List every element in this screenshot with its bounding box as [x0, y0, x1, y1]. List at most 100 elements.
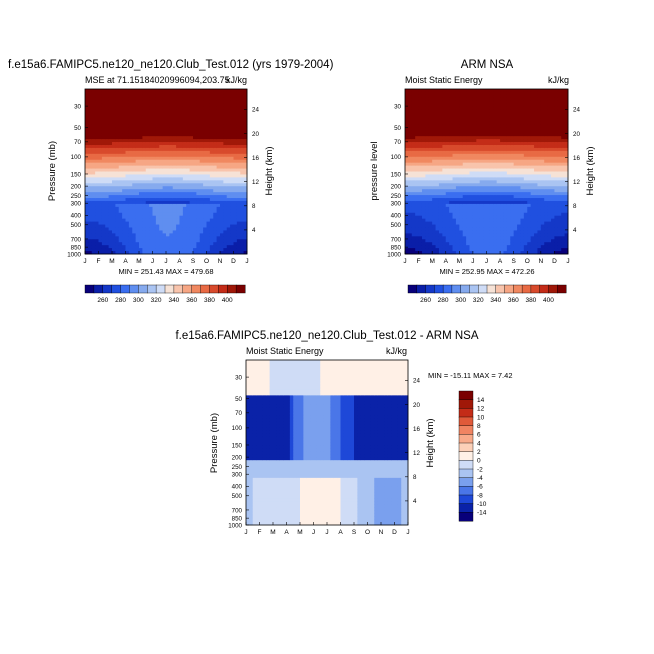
heatmap-cell [220, 198, 224, 202]
heatmap-cell [101, 186, 106, 190]
heatmap-cell [166, 109, 170, 113]
heatmap-cell [472, 150, 477, 155]
heatmap-cell [128, 236, 133, 240]
heatmap-cell [472, 183, 477, 187]
heatmap-cell [405, 245, 409, 249]
heatmap-cell [517, 183, 521, 187]
heatmap-cell [452, 142, 457, 146]
heatmap-cell [112, 200, 116, 205]
heatmap-cell [118, 97, 123, 102]
heatmap-cell [455, 174, 460, 178]
heatmap-cell [118, 245, 123, 249]
heatmap-cell [125, 144, 130, 149]
heatmap-cell [469, 94, 474, 99]
heatmap-cell [233, 159, 238, 164]
heatmap-cell [496, 159, 501, 164]
heatmap-cell [125, 215, 130, 220]
heatmap-cell [233, 212, 238, 217]
heatmap-cell [159, 124, 164, 128]
heatmap-cell [486, 215, 491, 220]
heatmap-cell [182, 106, 187, 111]
heatmap-cell [85, 251, 89, 255]
heatmap-cell [108, 200, 113, 205]
heatmap-cell [233, 156, 238, 161]
heatmap-cell [523, 206, 528, 211]
heatmap-cell [449, 215, 453, 220]
heatmap-cell [179, 150, 184, 155]
heatmap-cell [132, 248, 137, 252]
heatmap-cell [206, 130, 211, 134]
heatmap-cell [243, 200, 248, 205]
heatmap-cell [425, 212, 430, 217]
heatmap-cell [425, 195, 430, 199]
heatmap-cell [149, 100, 153, 105]
heatmap-cell [530, 233, 535, 237]
heatmap-cell [108, 168, 113, 172]
heatmap-cell [236, 192, 241, 196]
y2-tick-label: 20 [252, 131, 259, 138]
heatmap-cell [408, 121, 413, 125]
heatmap-cell [176, 144, 180, 149]
heatmap-cell [105, 206, 110, 211]
heatmap-cell [452, 221, 457, 225]
heatmap-cell [193, 200, 197, 205]
heatmap-cell [189, 115, 194, 119]
heatmap-cell [145, 236, 150, 240]
heatmap-cell [176, 115, 180, 119]
heatmap-cell [530, 118, 535, 122]
heatmap-cell [428, 195, 433, 199]
heatmap-cell [432, 230, 436, 234]
heatmap-cell [216, 224, 221, 228]
heatmap-cell [469, 215, 474, 220]
heatmap-cell [496, 192, 501, 196]
heatmap-cell [476, 174, 481, 178]
heatmap-cell [537, 189, 542, 193]
heatmap-cell [534, 212, 538, 217]
heatmap-cell [408, 215, 413, 220]
heatmap-cell [213, 136, 218, 140]
heatmap-cell [445, 136, 450, 140]
heatmap-cell [152, 236, 157, 240]
heatmap-cell [182, 180, 187, 184]
heatmap-cell [438, 156, 443, 161]
heatmap-cell [189, 180, 194, 184]
heatmap-cell [449, 180, 453, 184]
heatmap-cell [125, 236, 130, 240]
heatmap-cell [240, 162, 245, 167]
heatmap-cell [455, 183, 460, 187]
heatmap-cell [98, 227, 103, 231]
heatmap-cell [193, 245, 197, 249]
heatmap-cell [199, 195, 204, 199]
heatmap-cell [415, 218, 419, 222]
heatmap-panel-2: J F M A M J J A S O N D J305070100150200250300400500… [387, 88, 580, 265]
heatmap-cell [122, 118, 126, 122]
heatmap-cell [459, 156, 464, 161]
heatmap-cell [101, 248, 106, 252]
heatmap-cell [172, 162, 177, 167]
heatmap-cell [449, 133, 453, 137]
heatmap-cell [240, 227, 245, 231]
heatmap-cell [149, 124, 153, 128]
heatmap-cell [145, 136, 150, 140]
heatmap-cell [506, 245, 511, 249]
heatmap-cell [530, 209, 535, 214]
heatmap-cell [95, 139, 99, 143]
heatmap-cell [421, 156, 426, 161]
heatmap-cell [145, 159, 150, 164]
heatmap-cell [466, 142, 470, 146]
heatmap-cell [236, 218, 241, 222]
heatmap-cell [405, 174, 409, 178]
heatmap-cell [489, 200, 494, 205]
heatmap-cell [162, 233, 167, 237]
heatmap-cell [182, 209, 187, 214]
heatmap-cell [240, 198, 245, 202]
heatmap-cell [125, 112, 130, 116]
heatmap-cell [486, 147, 491, 152]
heatmap-cell [155, 200, 160, 205]
heatmap-cell [159, 106, 164, 111]
heatmap-cell [530, 251, 535, 255]
heatmap-cell [438, 183, 443, 187]
heatmap-cell [513, 209, 518, 214]
heatmap-cell [462, 242, 467, 246]
heatmap-cell [432, 227, 436, 231]
